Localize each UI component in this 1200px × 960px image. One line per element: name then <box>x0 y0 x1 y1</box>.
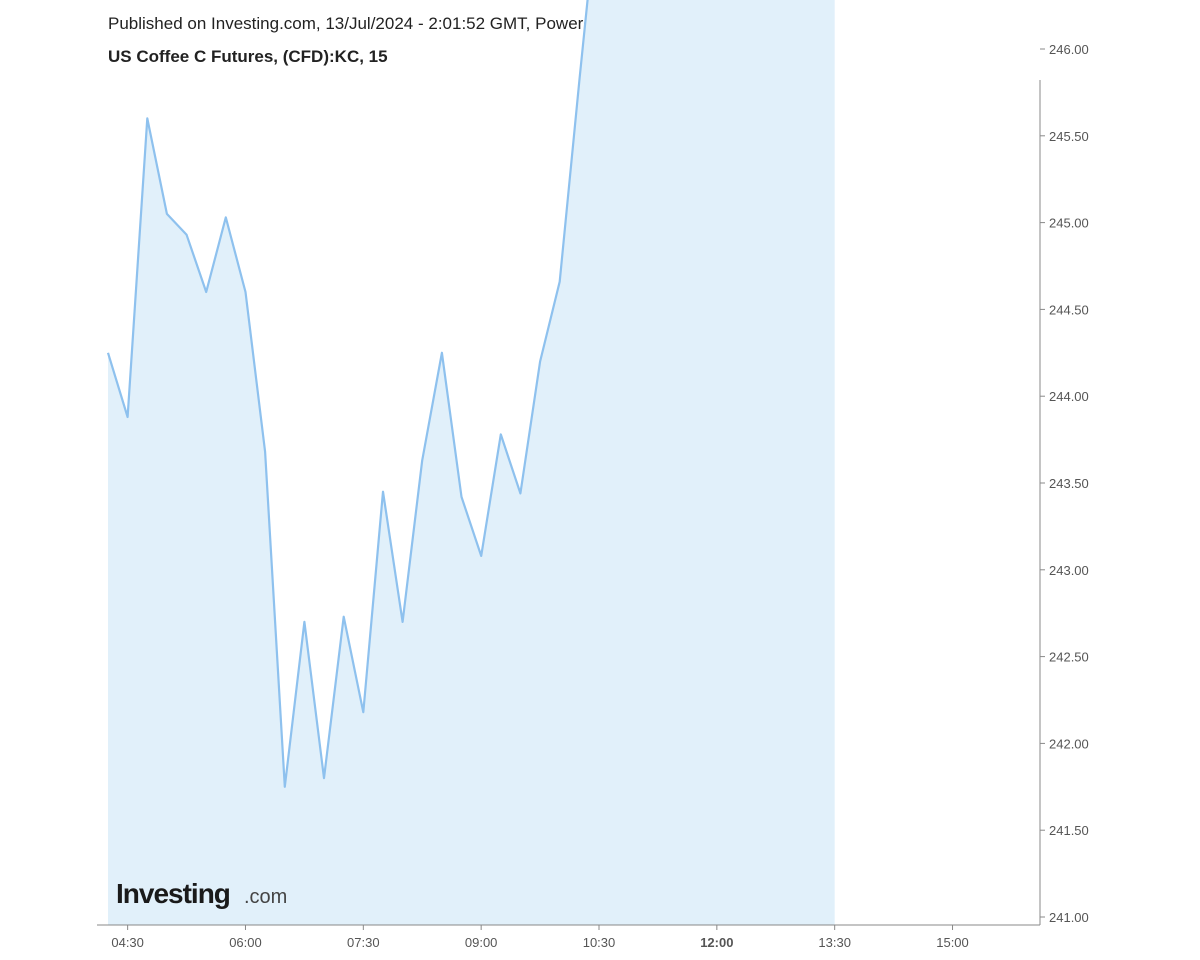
investing-logo: Investing .com <box>116 878 287 909</box>
x-tick-label: 04:30 <box>111 935 144 950</box>
x-tick-label: 07:30 <box>347 935 380 950</box>
y-tick-label: 245.00 <box>1049 216 1089 231</box>
x-tick-label: 15:00 <box>936 935 969 950</box>
area-layer <box>106 0 835 925</box>
logo-wordmark: Investing <box>116 878 230 909</box>
y-tick-label: 241.50 <box>1049 823 1089 838</box>
logo-suffix: .com <box>244 886 287 908</box>
y-tick-label: 245.50 <box>1049 129 1089 144</box>
price-line <box>106 0 589 788</box>
x-tick-label: 13:30 <box>818 935 851 950</box>
x-tick-label: 12:00 <box>700 935 733 950</box>
published-info: Published on Investing.com, 13/Jul/2024 … <box>108 14 727 33</box>
y-tick-label: 244.00 <box>1049 389 1089 404</box>
chart-title: US Coffee C Futures, (CFD):KC, 15 <box>108 47 388 66</box>
y-tick-label: 244.50 <box>1049 302 1089 317</box>
y-tick-label: 243.00 <box>1049 563 1089 578</box>
x-tick-label: 09:00 <box>465 935 498 950</box>
y-tick-label: 242.50 <box>1049 650 1089 665</box>
x-tick-label: 10:30 <box>583 935 616 950</box>
x-tick-label: 06:00 <box>229 935 262 950</box>
axis-layer: 241.00 241.50 242.00 242.50 243.00 243.50 244.… <box>97 42 1089 950</box>
y-tick-label: 246.00 <box>1049 42 1089 57</box>
y-tick-label: 243.50 <box>1049 476 1089 491</box>
y-tick-label: 241.00 <box>1049 910 1089 925</box>
y-tick-label: 242.00 <box>1049 736 1089 751</box>
price-area-fill <box>108 0 835 925</box>
